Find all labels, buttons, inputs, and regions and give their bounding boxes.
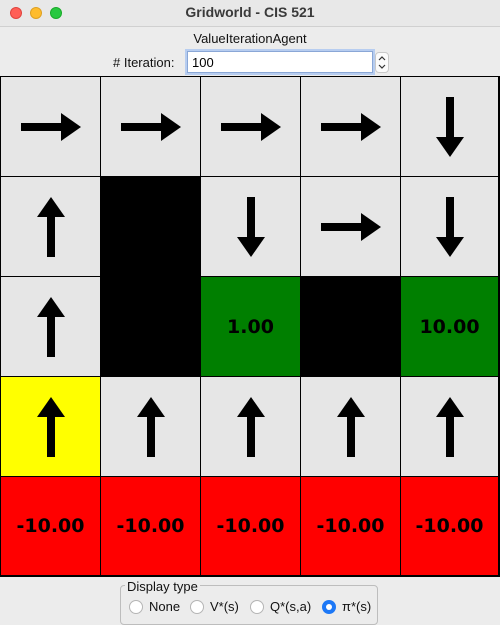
- cell-value: -10.00: [316, 515, 385, 537]
- display-type-legend: Display type: [125, 579, 200, 594]
- policy-cell: [401, 377, 499, 477]
- arrow-right-icon: [320, 212, 381, 241]
- terminal-cell: -10.00: [301, 477, 401, 576]
- cell-value: 10.00: [419, 315, 480, 338]
- arrow-down-icon: [435, 196, 464, 257]
- wall-cell: [301, 277, 401, 377]
- gridworld-grid: 1.00 10.00 -10.00 -10.00 -10.00 -10.00 -10.00: [0, 76, 500, 577]
- terminal-cell: 10.00: [401, 277, 499, 377]
- arrow-up-icon: [435, 396, 464, 457]
- wall-cell: [101, 277, 201, 377]
- policy-cell: [1, 77, 101, 177]
- policy-cell: [301, 377, 401, 477]
- arrow-right-icon: [320, 112, 381, 141]
- display-option-label: V*(s): [210, 599, 239, 614]
- agent-name-label: ValueIterationAgent: [193, 31, 307, 46]
- title-bar: Gridworld - CIS 521: [0, 0, 500, 27]
- arrow-down-icon: [435, 96, 464, 157]
- arrow-right-icon: [120, 112, 181, 141]
- cell-value: -10.00: [116, 515, 185, 537]
- radio-button-icon[interactable]: [250, 599, 264, 614]
- close-window-button[interactable]: [10, 7, 22, 19]
- cell-value: -10.00: [216, 515, 285, 537]
- arrow-up-icon: [136, 396, 165, 457]
- policy-cell: [301, 77, 401, 177]
- terminal-cell: -10.00: [401, 477, 499, 576]
- cell-value: -10.00: [16, 515, 85, 537]
- radio-button-icon[interactable]: [129, 599, 143, 614]
- policy-cell: [1, 277, 101, 377]
- wall-cell: [101, 177, 201, 277]
- arrow-down-icon: [236, 196, 265, 257]
- arrow-up-icon: [236, 396, 265, 457]
- policy-cell: [401, 77, 499, 177]
- display-option-label: π*(s): [342, 599, 372, 614]
- terminal-cell: -10.00: [1, 477, 101, 576]
- arrow-up-icon: [36, 296, 65, 357]
- policy-cell: [1, 377, 101, 477]
- terminal-cell: -10.00: [201, 477, 301, 576]
- terminal-cell: -10.00: [101, 477, 201, 576]
- cell-value: -10.00: [415, 515, 484, 537]
- chevron-down-icon[interactable]: [376, 62, 388, 71]
- zoom-window-button[interactable]: [50, 7, 62, 19]
- window-title: Gridworld - CIS 521: [185, 4, 315, 20]
- iteration-input[interactable]: [187, 51, 373, 73]
- display-option-none[interactable]: None: [129, 599, 180, 614]
- arrow-up-icon: [36, 396, 65, 457]
- policy-cell: [101, 77, 201, 177]
- arrow-up-icon: [336, 396, 365, 457]
- display-option-pi[interactable]: π*(s): [322, 599, 371, 614]
- policy-cell: [201, 77, 301, 177]
- arrow-up-icon: [36, 196, 65, 257]
- display-option-label: None: [149, 599, 181, 614]
- iteration-label: # Iteration:: [113, 55, 175, 70]
- policy-cell: [1, 177, 101, 277]
- policy-cell: [301, 177, 401, 277]
- iteration-stepper[interactable]: [375, 52, 389, 73]
- arrow-right-icon: [20, 112, 81, 141]
- radio-button-icon[interactable]: [190, 599, 204, 614]
- display-option-v[interactable]: V*(s): [190, 599, 239, 614]
- policy-cell: [401, 177, 499, 277]
- display-option-q[interactable]: Q*(s,a): [250, 599, 311, 614]
- policy-cell: [101, 377, 201, 477]
- policy-cell: [201, 177, 301, 277]
- display-option-label: Q*(s,a): [270, 599, 312, 614]
- policy-cell: [201, 377, 301, 477]
- chevron-up-icon[interactable]: [376, 53, 388, 62]
- arrow-right-icon: [220, 112, 281, 141]
- cell-value: 1.00: [227, 315, 274, 338]
- terminal-cell: 1.00: [201, 277, 301, 377]
- radio-button-icon[interactable]: [322, 599, 336, 614]
- minimize-window-button[interactable]: [30, 7, 42, 19]
